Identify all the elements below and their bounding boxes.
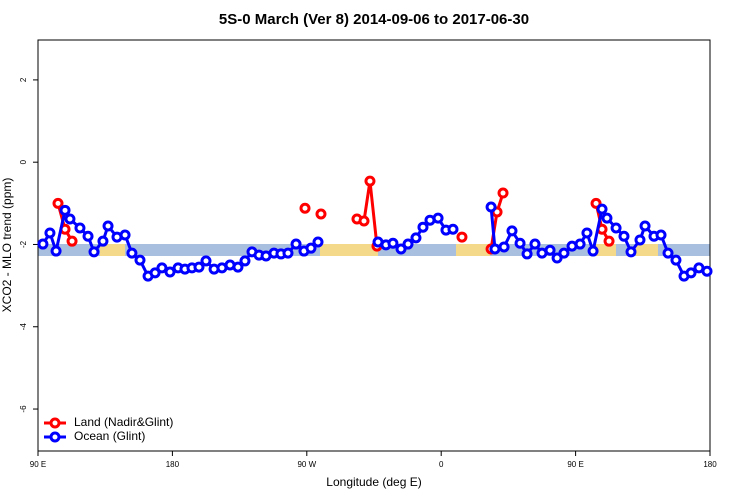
data-point [282, 247, 294, 259]
data-point [305, 242, 317, 254]
data-point [485, 201, 497, 213]
data-point [498, 241, 510, 253]
data-point [156, 262, 168, 274]
y-tick-label: -6 [19, 405, 28, 413]
data-point [64, 213, 76, 225]
data-point [315, 208, 327, 220]
data-point [50, 245, 62, 257]
data-point [52, 197, 64, 209]
y-axis-label: XCO2 - MLO trend (ppm) [0, 178, 14, 313]
data-point [239, 255, 251, 267]
x-tick-label: 180 [703, 460, 717, 469]
data-point [587, 245, 599, 257]
land-band [320, 244, 378, 256]
data-point [432, 212, 444, 224]
data-point [119, 229, 131, 241]
x-tick-label: 90 E [567, 460, 583, 469]
data-point [387, 237, 399, 249]
x-axis-label: Longitude (deg E) [326, 475, 421, 489]
land-band [100, 244, 125, 256]
legend-label: Land (Nadir&Glint) [74, 415, 173, 429]
data-point [625, 246, 637, 258]
data-point [670, 254, 682, 266]
data-point [639, 220, 651, 232]
data-point [126, 247, 138, 259]
data-point [514, 237, 526, 249]
data-point [37, 238, 49, 250]
data-point [299, 202, 311, 214]
data-point [544, 244, 556, 256]
data-point [417, 221, 429, 233]
legend-marker [49, 431, 61, 443]
data-point [364, 175, 376, 187]
data-point [456, 231, 468, 243]
data-point [655, 229, 667, 241]
legend: Land (Nadir&Glint)Ocean (Glint) [40, 414, 190, 448]
data-point [529, 238, 541, 250]
data-point [290, 238, 302, 250]
data-point [634, 234, 646, 246]
data-point [200, 255, 212, 267]
data-point [134, 254, 146, 266]
x-tick-label: 180 [166, 460, 180, 469]
data-point [558, 247, 570, 259]
data-point [551, 252, 563, 264]
y-tick-label: 0 [19, 159, 28, 164]
data-point [574, 238, 586, 250]
data-point [232, 261, 244, 273]
data-point [521, 248, 533, 260]
chart-title: 5S-0 March (Ver 8) 2014-09-06 to 2017-06… [219, 11, 529, 28]
y-tick-label: 2 [19, 77, 28, 82]
data-point [603, 235, 615, 247]
x-tick-label: 90 E [30, 460, 46, 469]
data-point [596, 203, 608, 215]
data-point [358, 215, 370, 227]
y-tick-label: -4 [19, 323, 28, 331]
x-tick-label: 90 W [297, 460, 316, 469]
data-point [685, 267, 697, 279]
data-point [66, 235, 78, 247]
land-band [596, 244, 616, 256]
legend-marker [49, 417, 61, 429]
data-point [44, 227, 56, 239]
data-point [74, 222, 86, 234]
data-point [149, 267, 161, 279]
data-point [489, 243, 501, 255]
data-point [581, 227, 593, 239]
data-point [82, 230, 94, 242]
data-point [662, 247, 674, 259]
land-band [636, 244, 658, 256]
data-point [312, 236, 324, 248]
data-point [402, 238, 414, 250]
legend-label: Ocean (Glint) [74, 429, 145, 443]
series-line [356, 180, 379, 247]
data-point [193, 261, 205, 273]
y-tick-label: -2 [19, 240, 28, 248]
data-point [97, 235, 109, 247]
data-point [59, 204, 71, 216]
data-point [395, 243, 407, 255]
data-point [88, 246, 100, 258]
land-band [456, 244, 490, 256]
data-point [102, 220, 114, 232]
legend-box [40, 414, 190, 448]
data-point [610, 222, 622, 234]
data-point [601, 212, 613, 224]
data-point [701, 265, 713, 277]
data-point [497, 187, 509, 199]
data-point [506, 225, 518, 237]
data-point [447, 223, 459, 235]
x-tick-label: 0 [439, 460, 444, 469]
data-point [164, 266, 176, 278]
data-point [410, 232, 422, 244]
data-point [618, 230, 630, 242]
